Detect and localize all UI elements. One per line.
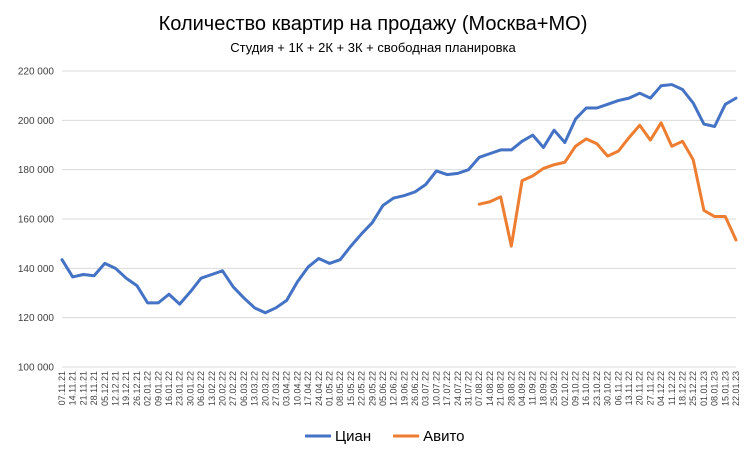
x-tick-label: 12.12.21 bbox=[110, 371, 120, 406]
x-tick-label: 22.01.23 bbox=[731, 371, 741, 406]
x-tick-label: 21.11.21 bbox=[78, 371, 88, 405]
x-tick-label: 29.05.22 bbox=[367, 371, 377, 406]
x-tick-label: 25.12.22 bbox=[688, 371, 698, 406]
x-tick-label: 23.10.22 bbox=[592, 371, 602, 406]
x-tick-label: 04.12.22 bbox=[656, 371, 666, 406]
x-tick-label: 26.12.21 bbox=[132, 371, 142, 406]
x-tick-label: 14.08.22 bbox=[485, 371, 495, 406]
x-tick-label: 18.09.22 bbox=[538, 371, 548, 406]
x-tick-label: 16.01.22 bbox=[164, 371, 174, 406]
x-tick-label: 03.07.22 bbox=[421, 371, 431, 406]
x-tick-label: 13.03.22 bbox=[250, 371, 260, 406]
x-tick-label: 05.06.22 bbox=[378, 371, 388, 406]
x-tick-label: 15.01.23 bbox=[720, 371, 730, 406]
y-tick-label: 120 000 bbox=[18, 313, 55, 324]
x-tick-label: 27.02.22 bbox=[228, 371, 238, 406]
x-tick-label: 07.08.22 bbox=[474, 371, 484, 406]
y-tick-label: 160 000 bbox=[18, 215, 55, 226]
chart-title: Количество квартир на продажу (Москва+МО… bbox=[159, 13, 588, 35]
x-tick-label: 30.10.22 bbox=[603, 371, 613, 406]
x-tick-label: 17.07.22 bbox=[442, 371, 452, 406]
x-tick-label: 10.04.22 bbox=[292, 371, 302, 406]
x-tick-label: 19.12.21 bbox=[121, 371, 131, 406]
x-tick-label: 06.03.22 bbox=[239, 371, 249, 406]
x-tick-label: 14.11.21 bbox=[68, 371, 78, 405]
x-tick-label: 10.07.22 bbox=[431, 371, 441, 406]
x-tick-label: 09.10.22 bbox=[571, 371, 581, 406]
x-tick-label: 01.01.23 bbox=[699, 371, 709, 406]
x-tick-label: 20.02.22 bbox=[217, 371, 227, 406]
x-tick-label: 06.02.22 bbox=[196, 371, 206, 406]
x-tick-label: 27.11.22 bbox=[645, 371, 655, 405]
x-tick-label: 26.06.22 bbox=[410, 371, 420, 406]
x-tick-label: 21.08.22 bbox=[496, 371, 506, 406]
x-tick-label: 19.06.22 bbox=[399, 371, 409, 406]
x-tick-label: 25.09.22 bbox=[549, 371, 559, 406]
gridlines bbox=[62, 70, 736, 368]
x-tick-label: 20.03.22 bbox=[260, 371, 270, 406]
x-tick-label: 11.09.22 bbox=[528, 371, 538, 405]
legend-label: Авито bbox=[423, 428, 464, 445]
x-tick-label: 13.02.22 bbox=[207, 371, 217, 406]
x-tick-label: 12.06.22 bbox=[389, 371, 399, 406]
y-tick-label: 140 000 bbox=[18, 264, 55, 275]
x-tick-label: 09.01.22 bbox=[153, 371, 163, 406]
y-tick-label: 200 000 bbox=[18, 116, 55, 127]
x-tick-label: 30.01.22 bbox=[185, 371, 195, 406]
x-tick-label: 24.04.22 bbox=[314, 371, 324, 406]
x-tick-label: 13.11.22 bbox=[624, 371, 634, 405]
x-tick-label: 06.11.22 bbox=[613, 371, 623, 405]
x-tick-label: 23.01.22 bbox=[175, 371, 185, 406]
y-tick-label: 220 000 bbox=[18, 67, 55, 78]
x-tick-label: 03.04.22 bbox=[282, 371, 292, 406]
x-tick-label: 28.08.22 bbox=[506, 371, 516, 406]
x-tick-label: 31.07.22 bbox=[464, 371, 474, 406]
x-tick-label: 08.05.22 bbox=[335, 371, 345, 406]
x-tick-label: 27.03.22 bbox=[271, 371, 281, 406]
x-tick-label: 02.10.22 bbox=[560, 371, 570, 406]
x-axis-ticks: 07.11.21 14.11.21 21.11.21 28.11.21 05.12.21… bbox=[57, 371, 741, 406]
x-tick-label: 22.05.22 bbox=[357, 371, 367, 406]
x-tick-label: 15.05.22 bbox=[346, 371, 356, 406]
y-axis-ticks: 100 000 120 000 140 000 160 000 180 000 200 0… bbox=[18, 67, 55, 374]
legend-label: Циан bbox=[335, 428, 371, 445]
x-tick-label: 07.11.21 bbox=[57, 371, 67, 405]
x-tick-label: 01.05.22 bbox=[324, 371, 334, 406]
series-lines bbox=[60, 83, 738, 315]
x-tick-label: 11.12.22 bbox=[667, 371, 677, 405]
chart-subtitle: Студия + 1К + 2К + 3К + свободная планир… bbox=[230, 40, 516, 55]
x-tick-label: 18.12.22 bbox=[678, 371, 688, 406]
x-tick-label: 08.01.23 bbox=[710, 371, 720, 406]
x-tick-label: 02.01.22 bbox=[143, 371, 153, 406]
legend: Циан Авито bbox=[305, 428, 465, 445]
series-line bbox=[477, 121, 738, 248]
x-tick-label: 05.12.21 bbox=[100, 371, 110, 406]
y-tick-label: 180 000 bbox=[18, 165, 55, 176]
series-line bbox=[60, 83, 738, 315]
x-tick-label: 16.10.22 bbox=[581, 371, 591, 406]
x-tick-label: 17.04.22 bbox=[303, 371, 313, 406]
x-tick-label: 04.09.22 bbox=[517, 371, 527, 406]
x-tick-label: 28.11.21 bbox=[89, 371, 99, 405]
x-tick-label: 24.07.22 bbox=[453, 371, 463, 406]
y-tick-label: 100 000 bbox=[18, 363, 55, 374]
x-tick-label: 20.11.22 bbox=[635, 371, 645, 405]
